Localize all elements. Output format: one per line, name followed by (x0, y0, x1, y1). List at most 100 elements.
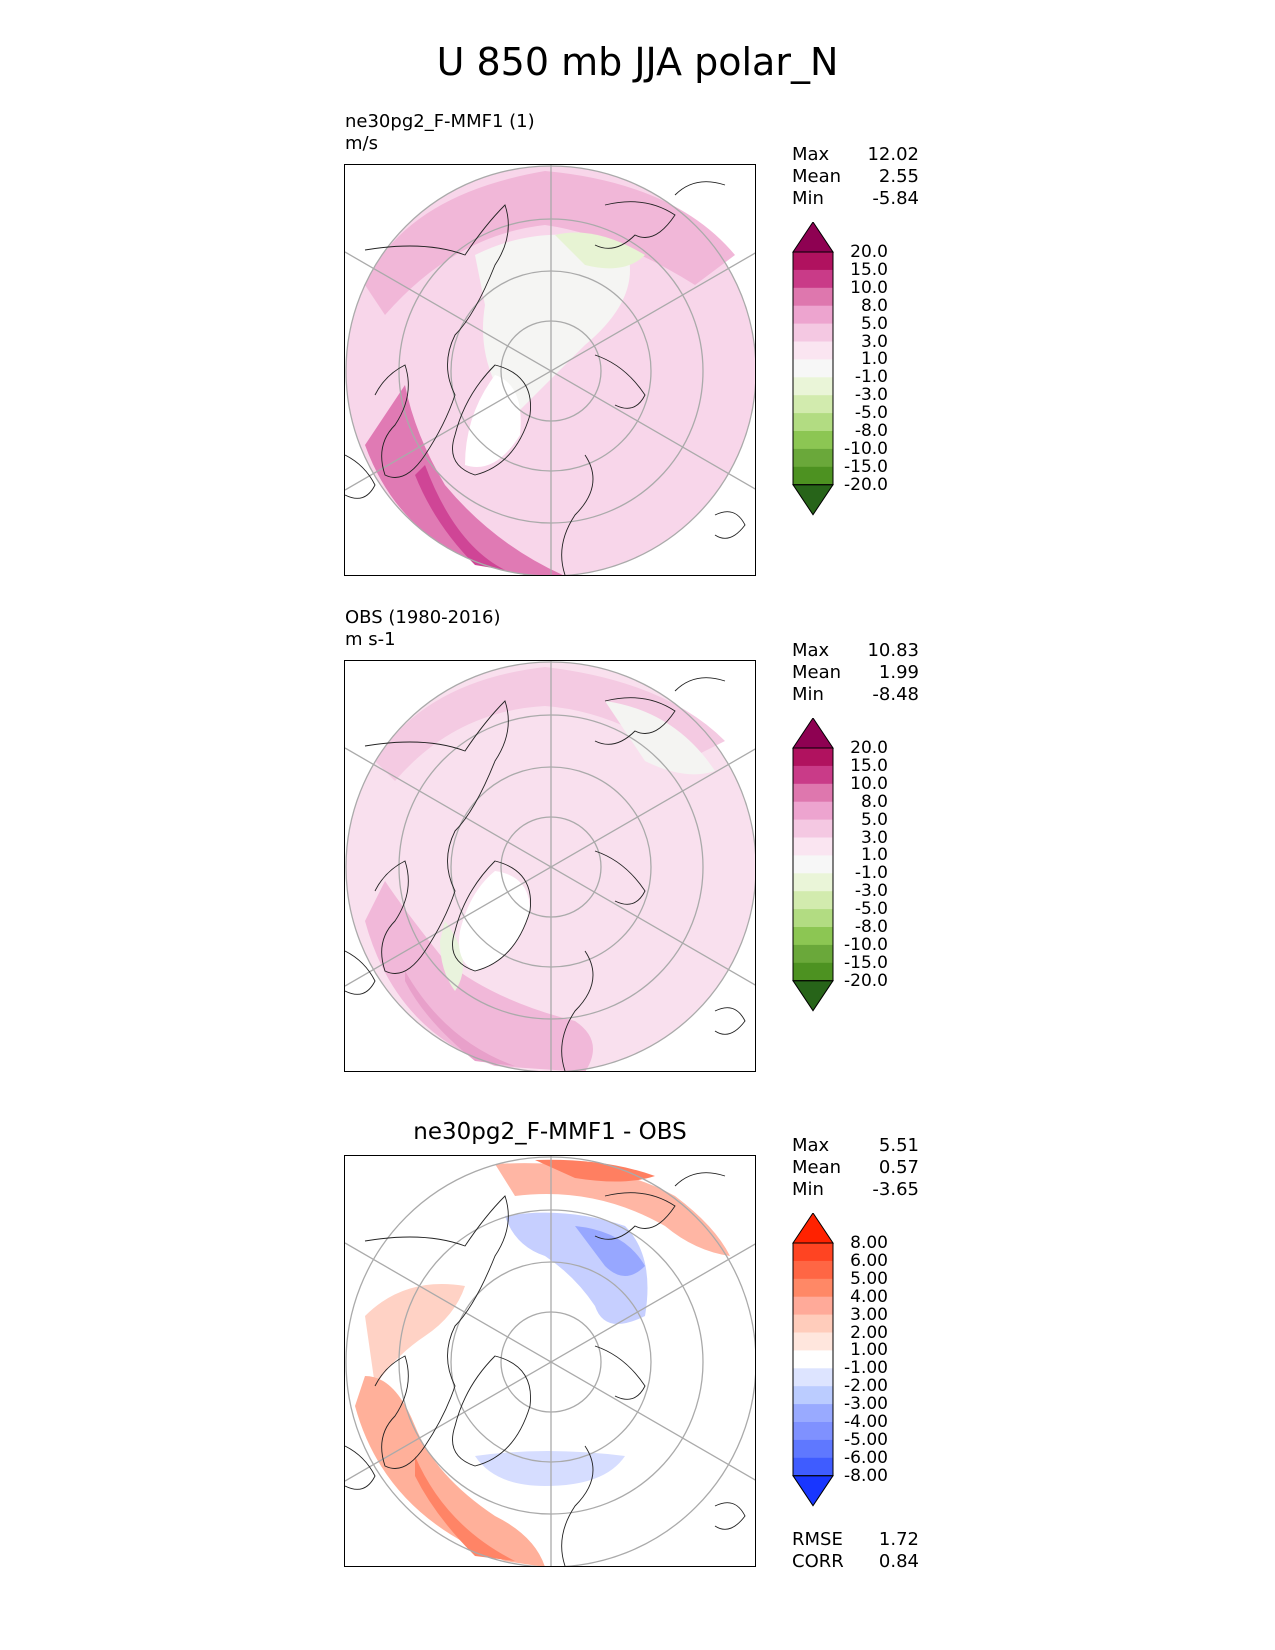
colorbar-segment (793, 909, 833, 928)
colorbar-outline (792, 1242, 834, 1477)
colorbar-segment (793, 395, 833, 414)
map-test-greenland-mask (465, 375, 521, 467)
colorbar-segment (793, 1314, 833, 1333)
colorbar-tick-label: 20.0 (850, 738, 888, 758)
colorbar-tick-label: -10.0 (844, 934, 888, 955)
colorbar-tick-label: 10.0 (850, 277, 888, 298)
colorbar-segment (793, 359, 833, 378)
map-ref-easterly-region (440, 921, 463, 991)
map-diff-positive-core (535, 1159, 655, 1182)
colorbar-tick-label: 4.00 (850, 1286, 888, 1307)
colorbar-segment (793, 1278, 833, 1298)
panel-diff-metrics: RMSE 1.72 CORR 0.84 (792, 1529, 919, 1573)
colorbar-segment (793, 448, 833, 468)
colorbar-extend-max (792, 1213, 834, 1244)
colorbar-tick-label: 15.0 (850, 755, 888, 776)
colorbar-segment (793, 873, 833, 892)
colorbar-segment (793, 1386, 833, 1405)
colorbar-test (792, 222, 834, 516)
stat-max-value: 10.83 (867, 640, 919, 661)
colorbar-tick-label: 3.0 (860, 331, 888, 352)
colorbar-segment (793, 413, 833, 432)
colorbar-segment (793, 466, 833, 486)
colorbar-tick-label: 5.0 (860, 809, 888, 830)
colorbar-extend-max (792, 718, 834, 749)
map-diff-negative-core (575, 1226, 645, 1276)
colorbar-tick-label: 10.0 (850, 773, 888, 794)
map-diff-positive-core-south (415, 1456, 515, 1561)
colorbar-tick-label: 6.00 (850, 1250, 888, 1271)
colorbar-tick-label: -4.00 (844, 1412, 888, 1432)
colorbar-extend-min (792, 484, 834, 516)
colorbar-tick-label: 3.00 (850, 1304, 888, 1325)
colorbar-tick-label: 20.0 (850, 242, 888, 262)
colorbar-segment (793, 1332, 833, 1351)
colorbar-tick-label: 2.00 (850, 1322, 888, 1343)
stat-min-label: Min (792, 1179, 824, 1200)
map-ref-jet-region-strong (365, 881, 593, 1071)
colorbar-extend-min (792, 980, 834, 1012)
panel-diff-stats: Max 5.51 Mean 0.57 Min -3.65 (792, 1135, 919, 1201)
stat-max-value: 12.02 (867, 144, 919, 165)
colorbar-segment (793, 269, 833, 289)
colorbar-tick-label: -20.0 (844, 474, 888, 495)
colorbar-tick-label: -8.00 (844, 1465, 888, 1486)
map-ref-coastlines (345, 677, 746, 1071)
colorbar-segment (793, 819, 833, 838)
map-diff-coastlines (345, 1172, 746, 1566)
stat-mean-value: 0.57 (878, 1157, 919, 1178)
colorbar-segment (793, 801, 833, 821)
colorbar-segment (793, 377, 833, 396)
map-ref-jet-region (375, 667, 725, 781)
colorbar-tick-label: -15.0 (844, 952, 888, 973)
colorbar-tick-label: -5.0 (854, 899, 888, 920)
map-test (344, 164, 756, 576)
colorbar-tick-label: -3.0 (854, 385, 888, 406)
figure-title: U 850 mb JJA polar_N (436, 40, 839, 84)
colorbar-segment (793, 1296, 833, 1316)
map-test-jet-region (365, 171, 735, 315)
panel-ref-stats: Max 10.83 Mean 1.99 Min -8.48 (792, 640, 919, 706)
map-diff-positive-region (495, 1163, 730, 1256)
colorbar-ref (792, 718, 834, 1012)
colorbar-segment (793, 287, 833, 307)
colorbar-tick-label: 5.0 (860, 313, 888, 334)
stat-mean-label: Mean (792, 166, 842, 187)
colorbar-outline (792, 251, 834, 486)
colorbar-tick-label: -5.0 (854, 403, 888, 424)
stat-mean-label: Mean (792, 662, 842, 683)
colorbar-tick-label: 8.0 (860, 791, 888, 812)
colorbar-segment (793, 305, 833, 325)
map-diff (344, 1155, 756, 1567)
map-test-graticule (345, 165, 755, 575)
colorbar-segment (793, 1439, 833, 1459)
stat-min-value: -5.84 (872, 188, 919, 209)
colorbar-tick-label: -1.0 (854, 863, 888, 884)
map-diff-positive-region-west (365, 1284, 465, 1386)
stat-mean-label: Mean (792, 1157, 842, 1178)
colorbar-segment (793, 1260, 833, 1280)
colorbar-segment (793, 323, 833, 342)
stat-max-value: 5.51 (878, 1135, 919, 1156)
colorbar-tick-label: -10.0 (844, 438, 888, 459)
map-test-jet-core (415, 465, 505, 570)
colorbar-tick-label: -1.00 (844, 1358, 888, 1379)
colorbar-tick-label: -8.0 (854, 421, 888, 441)
colorbar-tick-label: -1.0 (854, 367, 888, 388)
stat-mean-value: 2.55 (878, 166, 919, 187)
map-ref (344, 660, 756, 1072)
colorbar-outline (792, 747, 834, 982)
panel-ref-units: m s-1 (345, 629, 396, 650)
rmse-label: RMSE (792, 1529, 843, 1550)
colorbar-segment (793, 837, 833, 856)
colorbar-segment (793, 1243, 833, 1262)
map-test-jet-region-strong (365, 385, 563, 575)
corr-label: CORR (792, 1551, 844, 1572)
stat-max-label: Max (792, 144, 830, 165)
panel-test-title: ne30pg2_F-MMF1 (1) m/s (345, 111, 535, 155)
stat-min-label: Min (792, 684, 824, 705)
map-test-coastlines (345, 181, 746, 575)
map-diff-negative-region-south (475, 1451, 625, 1486)
colorbar-extend-min (792, 1475, 834, 1507)
colorbar-segment (793, 944, 833, 964)
